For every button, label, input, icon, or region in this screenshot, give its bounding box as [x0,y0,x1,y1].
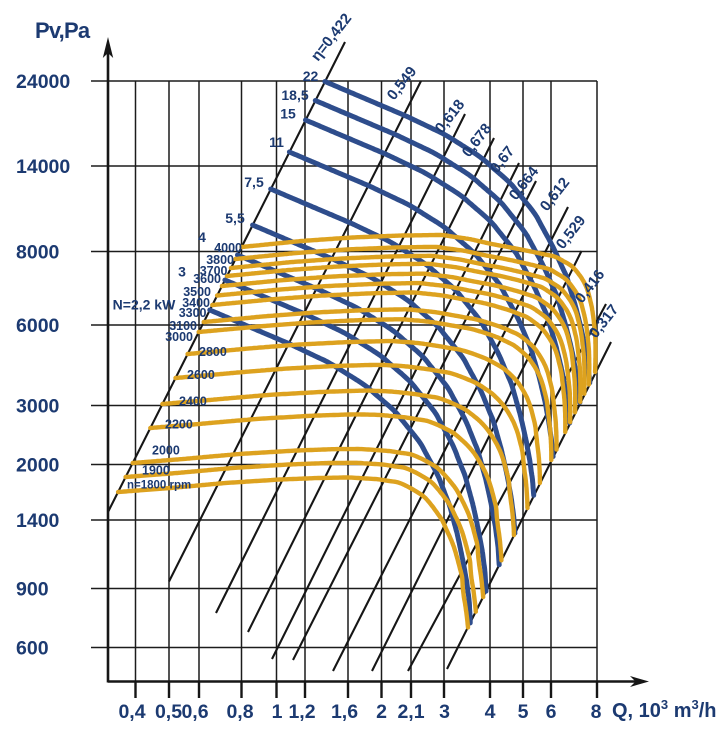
svg-text:3000: 3000 [165,330,193,344]
svg-text:5: 5 [518,701,529,723]
svg-text:2,1: 2,1 [397,701,424,723]
svg-text:3000: 3000 [16,396,60,418]
svg-text:n=1800 rpm: n=1800 rpm [127,480,191,492]
svg-text:3300: 3300 [179,306,207,320]
svg-text:18,5: 18,5 [281,87,308,103]
svg-text:3800: 3800 [206,253,234,267]
svg-text:N=2,2 kW: N=2,2 kW [113,297,176,313]
svg-text:4000: 4000 [214,241,242,255]
svg-text:1: 1 [272,701,283,723]
svg-text:6: 6 [546,701,557,723]
svg-text:3700: 3700 [200,264,228,278]
svg-text:3100: 3100 [169,319,197,333]
svg-text:2600: 2600 [187,368,215,382]
svg-text:24000: 24000 [16,71,70,93]
svg-text:4: 4 [485,701,496,723]
svg-text:7,5: 7,5 [244,174,264,190]
svg-text:11: 11 [269,134,284,150]
svg-text:1,2: 1,2 [288,701,315,723]
svg-text:5,5: 5,5 [225,210,245,226]
svg-text:8000: 8000 [16,242,60,264]
svg-text:2: 2 [376,701,387,723]
svg-text:22: 22 [303,68,319,84]
svg-text:2800: 2800 [199,345,227,359]
svg-text:Q, 103 m3/h: Q, 103 m3/h [612,697,717,722]
svg-text:3500: 3500 [183,285,211,299]
svg-text:900: 900 [16,579,49,601]
svg-text:3: 3 [439,701,450,723]
svg-text:0,5: 0,5 [155,701,182,723]
svg-text:0,4: 0,4 [118,701,145,723]
svg-text:Pv,Pa: Pv,Pa [35,18,91,43]
svg-text:3600: 3600 [193,272,221,286]
svg-text:6000: 6000 [16,315,60,337]
svg-text:3: 3 [178,264,186,280]
svg-text:600: 600 [16,638,49,660]
svg-text:2200: 2200 [165,418,193,432]
svg-text:14000: 14000 [16,156,70,178]
svg-text:3400: 3400 [182,296,210,310]
svg-text:8: 8 [591,701,602,723]
svg-text:2400: 2400 [179,395,207,409]
svg-text:1400: 1400 [16,510,60,532]
svg-text:1900: 1900 [142,464,170,478]
svg-text:0,6: 0,6 [181,701,208,723]
svg-text:4: 4 [198,229,206,245]
svg-text:15: 15 [280,106,296,122]
svg-text:2000: 2000 [16,455,60,477]
svg-text:1,6: 1,6 [331,701,358,723]
svg-text:0,8: 0,8 [226,701,253,723]
svg-text:2000: 2000 [152,444,180,458]
